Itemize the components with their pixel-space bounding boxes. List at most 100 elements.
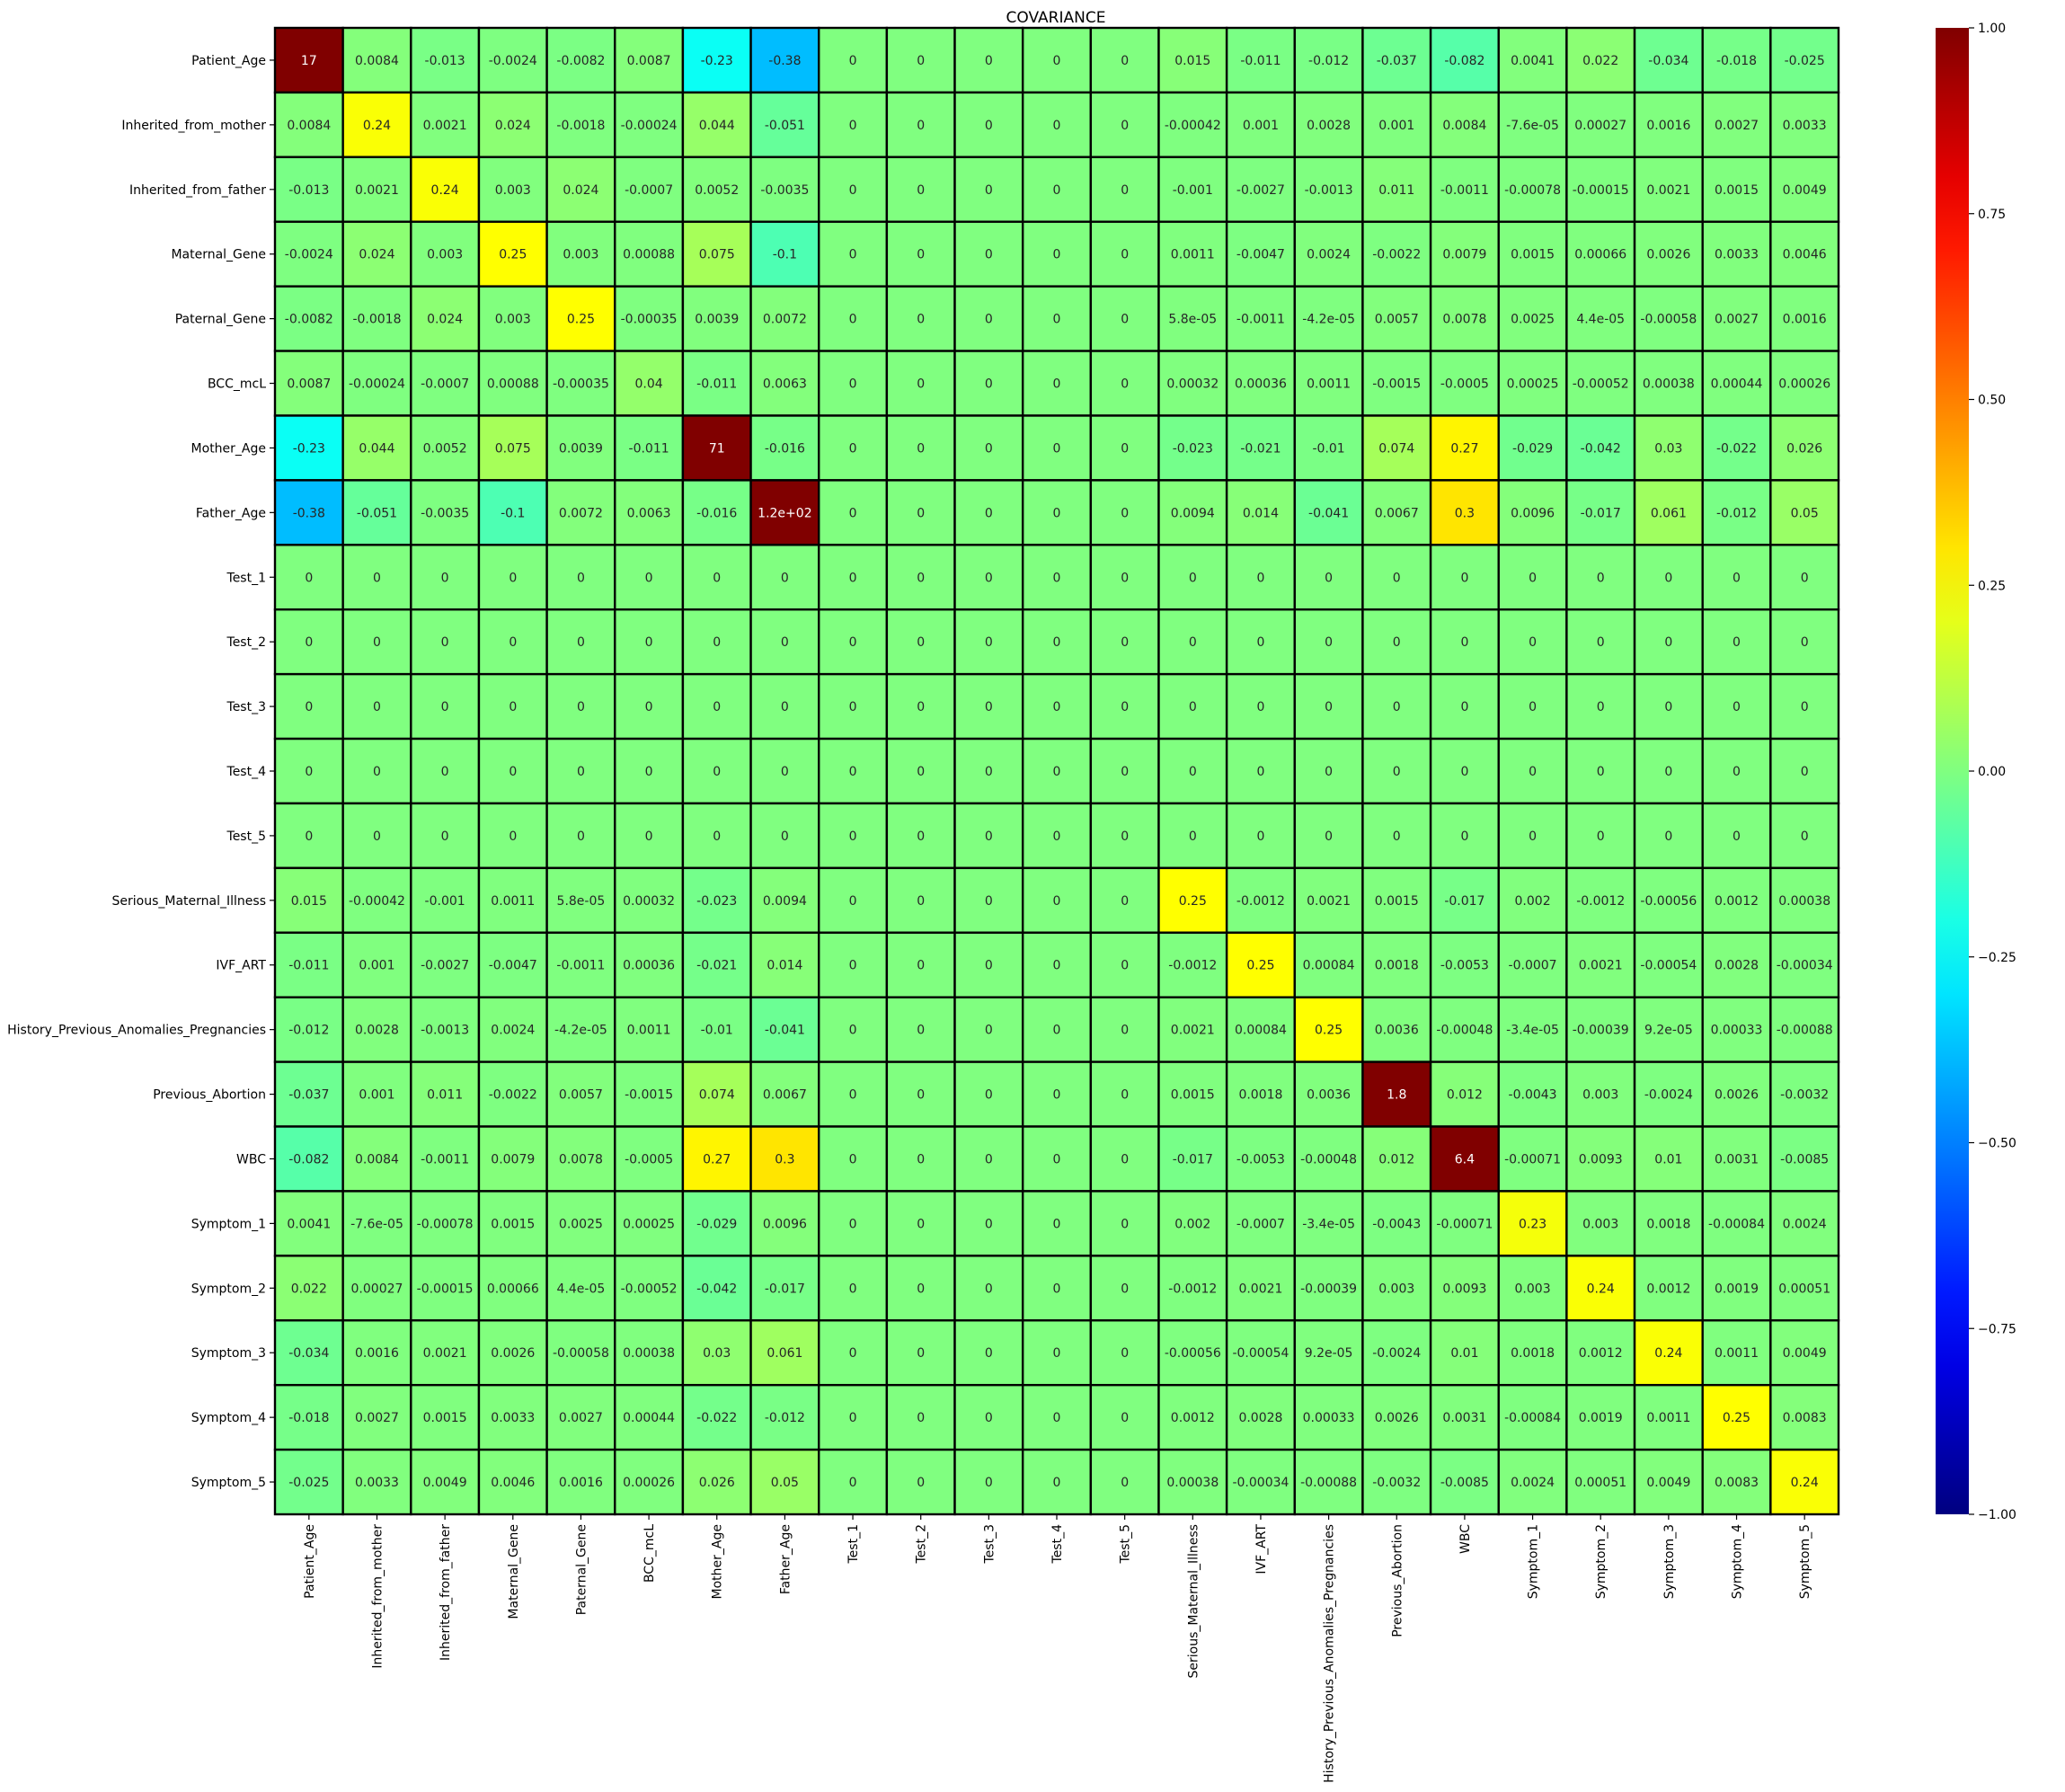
cell-value-label: 0.003	[1515, 1282, 1551, 1296]
cell-value-label: 0	[917, 959, 925, 973]
x-tick-label: History_Previous_Anomalies_Pregnancies	[1323, 1524, 1337, 1783]
cell-value-label: -0.0085	[1780, 1152, 1829, 1167]
cell-value-label: -0.0022	[489, 1088, 537, 1103]
cell-value-label: 0.0057	[559, 1088, 603, 1103]
cell-value-label: 0.0016	[355, 1346, 399, 1361]
cell-value-label: 0.0015	[1375, 894, 1419, 909]
cell-value-label: 0	[1256, 700, 1264, 714]
cell-value-label: -0.0011	[556, 959, 605, 973]
cell-value-label: 0.00051	[1574, 1476, 1626, 1490]
cell-value-label: 0	[985, 700, 993, 714]
heatmap-cell	[1769, 544, 1840, 611]
heatmap-cell	[1021, 1060, 1093, 1128]
heatmap-cell	[545, 350, 616, 417]
heatmap-cell	[885, 1125, 956, 1193]
cell-value-label: -0.0024	[1372, 1346, 1421, 1361]
cell-value-label: 0	[1256, 829, 1264, 844]
heatmap-cell	[1089, 1255, 1160, 1322]
heatmap-cell	[341, 1319, 412, 1387]
cell-value-label: 0	[985, 183, 993, 198]
cell-value-label: -0.022	[1716, 441, 1757, 456]
cell-value-label: 0.0027	[559, 1411, 603, 1425]
heatmap-cell	[614, 1125, 685, 1193]
cell-value-label: 0	[849, 894, 857, 909]
heatmap-cell	[953, 1448, 1024, 1516]
cell-value-label: -0.00035	[621, 313, 678, 327]
cell-value-label: 0	[1801, 700, 1809, 714]
cell-value-label: 0.0041	[287, 1217, 331, 1231]
cell-value-label: 0	[1460, 765, 1468, 779]
heatmap-cell	[341, 1255, 412, 1322]
cell-value-label: 0	[917, 894, 925, 909]
cell-value-label: 0.002	[1515, 894, 1551, 909]
heatmap-cell	[1089, 414, 1160, 482]
cell-value-label: -0.00042	[349, 894, 405, 909]
heatmap-cell	[1769, 802, 1840, 870]
cell-value-label: 0.23	[1519, 1217, 1547, 1231]
cell-value-label: 0	[917, 1024, 925, 1038]
heatmap-cell	[1021, 802, 1093, 870]
cell-value-label: 0	[917, 377, 925, 392]
heatmap-cell	[1497, 1190, 1568, 1257]
cell-value-label: 0	[305, 635, 313, 650]
cell-value-label: -0.00084	[1708, 1217, 1765, 1231]
heatmap-cell	[410, 1319, 481, 1387]
cell-value-label: 0.0018	[1238, 1088, 1282, 1103]
cell-value-label: 0.0083	[1715, 1476, 1759, 1490]
heatmap-cell	[1633, 1383, 1704, 1451]
cell-value-label: -0.029	[1512, 441, 1553, 456]
cell-value-label: -0.034	[288, 1346, 329, 1361]
x-tick-label: Symptom_3	[1662, 1524, 1677, 1599]
cell-value-label: -0.051	[765, 119, 805, 133]
cell-value-label: 0	[509, 765, 517, 779]
heatmap-cell	[1021, 220, 1093, 288]
cell-value-label: 0	[645, 635, 653, 650]
heatmap-cell	[818, 1319, 889, 1387]
cell-value-label: -0.0027	[1236, 183, 1285, 198]
heatmap-cell	[1633, 479, 1704, 546]
colorbar-tick-label: 0.75	[1978, 208, 2006, 222]
cell-value-label: 9.2e-05	[1644, 1024, 1693, 1038]
heatmap-cell	[953, 414, 1024, 482]
cell-value-label: 0	[1053, 183, 1061, 198]
heatmap-cell	[818, 220, 889, 288]
cell-value-label: 0	[1393, 571, 1401, 585]
heatmap-cell	[1429, 220, 1500, 288]
heatmap-cell	[1565, 672, 1636, 741]
heatmap-cell	[477, 608, 548, 676]
cell-value-label: 0	[917, 506, 925, 520]
heatmap-cell	[1225, 1125, 1296, 1193]
heatmap-cell	[818, 155, 889, 223]
heatmap-cell	[681, 220, 752, 288]
cell-value-label: 0.0016	[1783, 313, 1827, 327]
cell-value-label: 0.0087	[627, 54, 671, 68]
cell-value-label: 0	[1053, 1411, 1061, 1425]
y-tick-label: Mother_Age	[191, 441, 266, 456]
heatmap-cell	[885, 544, 956, 611]
cell-value-label: 0.25	[1179, 894, 1207, 909]
heatmap-cell	[1565, 479, 1636, 546]
y-tick-label: Test_4	[226, 765, 267, 779]
cell-value-label: 0.0028	[1307, 119, 1351, 133]
heatmap-cell	[1769, 1448, 1840, 1516]
heatmap-cell	[341, 26, 412, 94]
cell-value-label: 0	[1529, 635, 1537, 650]
heatmap-cell	[1089, 285, 1160, 352]
cell-value-label: 0.0028	[1238, 1411, 1282, 1425]
cell-value-label: 0	[1121, 441, 1129, 456]
cell-value-label: 0	[1256, 635, 1264, 650]
heatmap-cell	[1701, 1190, 1772, 1257]
heatmap-cell	[1701, 544, 1772, 611]
heatmap-cell	[885, 414, 956, 482]
heatmap-cell	[1565, 1190, 1636, 1257]
cell-value-label: -0.021	[696, 959, 737, 973]
heatmap-cell	[1565, 285, 1636, 352]
cell-value-label: 0	[849, 1024, 857, 1038]
cell-value-label: -0.082	[288, 1152, 329, 1167]
cell-value-label: 0.0033	[355, 1476, 399, 1490]
heatmap-cell	[1157, 26, 1228, 94]
cell-value-label: 0.0049	[1783, 1346, 1827, 1361]
heatmap-cell	[1701, 1319, 1772, 1387]
cell-value-label: 0	[1053, 441, 1061, 456]
